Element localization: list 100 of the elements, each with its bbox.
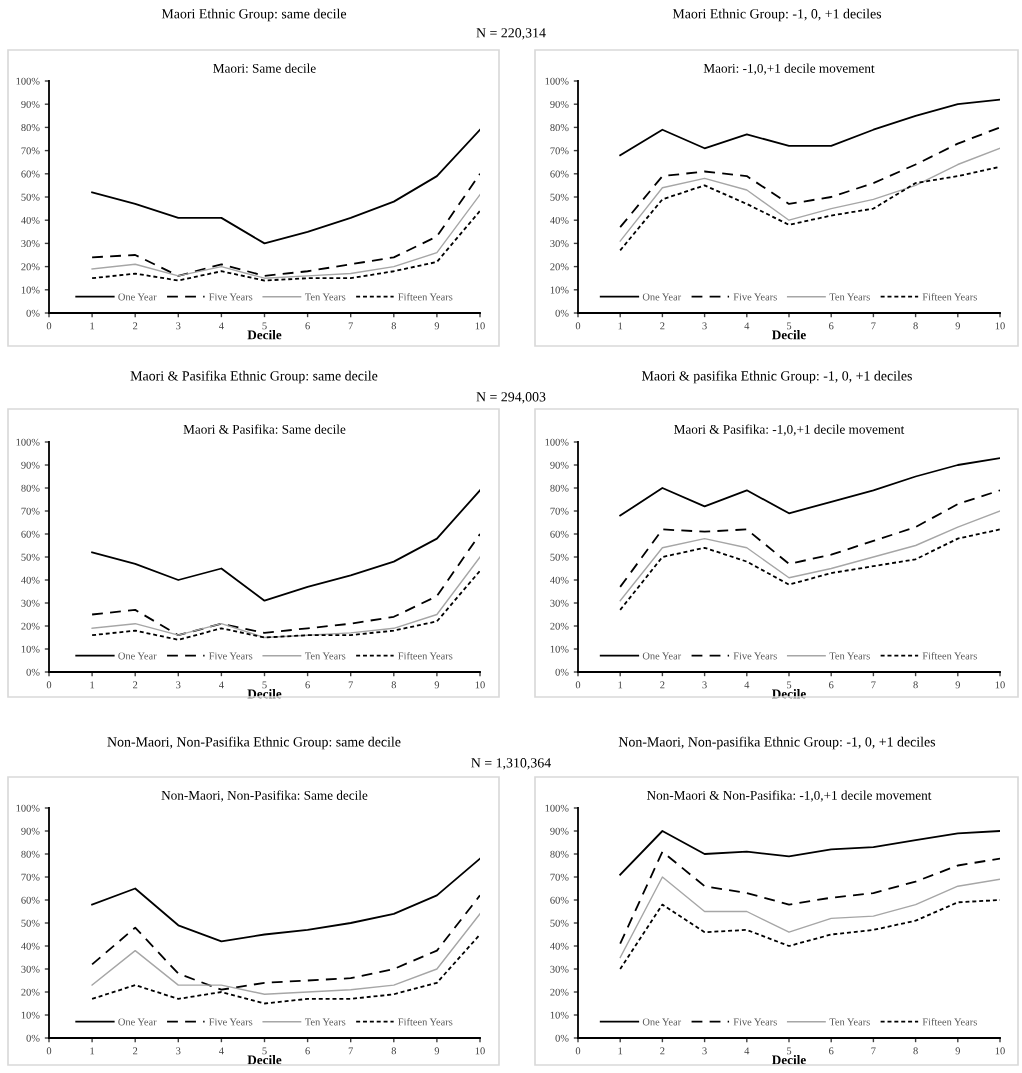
y-tick-label: 40% xyxy=(550,942,569,950)
x-tick-label: 5 xyxy=(262,681,267,689)
y-tick-label: 60% xyxy=(550,530,569,538)
x-tick-label: 7 xyxy=(348,322,353,330)
x-tick-label: 3 xyxy=(702,1047,707,1055)
line-series xyxy=(91,210,480,282)
y-tick-label: 30% xyxy=(550,599,569,607)
x-axis-title: Decile xyxy=(772,689,806,699)
x-axis-title: Decile xyxy=(247,330,282,340)
y-tick-label: 90% xyxy=(550,827,569,835)
text: Non-Maori, Non-pasifika Ethnic Group: -1, 0, +1 deciles xyxy=(618,736,936,750)
y-tick-label: 100% xyxy=(545,77,569,85)
x-tick-label: 9 xyxy=(434,681,440,689)
y-tick-label: 100% xyxy=(16,804,40,812)
line-series xyxy=(91,857,480,943)
text: Maori Ethnic Group: same decile xyxy=(161,8,347,22)
y-tick-label: 20% xyxy=(550,263,569,271)
x-tick-label: 4 xyxy=(744,1047,750,1055)
x-tick-label: 0 xyxy=(46,1047,52,1055)
x-tick-label: 8 xyxy=(391,322,397,330)
line-series xyxy=(619,876,1000,959)
x-tick-label: 7 xyxy=(348,1047,353,1055)
line-series xyxy=(91,193,480,279)
x-tick-label: 10 xyxy=(475,1047,485,1055)
y-tick-label: 0% xyxy=(26,309,40,317)
y-tick-label: 30% xyxy=(21,240,40,248)
x-tick-label: 3 xyxy=(702,322,707,330)
x-tick-label: 0 xyxy=(46,681,52,689)
legend-label: Ten Years xyxy=(304,652,346,660)
legend-label: Five Years xyxy=(209,1018,253,1026)
x-tick-label: 1 xyxy=(90,1047,95,1055)
x-tick-label: 1 xyxy=(618,1047,623,1055)
text: N = 1,310,364 xyxy=(471,758,551,770)
y-tick-label: 80% xyxy=(550,124,569,132)
y-tick-label: 20% xyxy=(21,622,40,630)
chart-title: Non-Maori, Non-Pasifika: Same decile xyxy=(161,790,368,802)
chart-title: Maori & Pasifika: Same decile xyxy=(183,424,346,434)
x-tick-label: 1 xyxy=(90,681,95,689)
text: Non-Maori, Non-Pasifika Ethnic Group: same decile xyxy=(107,736,401,750)
x-axis-title: Decile xyxy=(247,689,282,699)
x-tick-label: 8 xyxy=(913,322,918,330)
x-tick-label: 3 xyxy=(176,322,181,330)
legend-label: Ten Years xyxy=(829,293,870,301)
y-tick-label: 0% xyxy=(26,1034,40,1042)
y-tick-label: 90% xyxy=(21,461,40,469)
y-tick-label: 30% xyxy=(550,240,569,248)
x-tick-label: 2 xyxy=(660,681,665,689)
x-tick-label: 7 xyxy=(871,322,876,330)
legend-label: One Year xyxy=(118,1018,157,1026)
chart-title: Maori & Pasifika: -1,0,+1 decile movement xyxy=(674,424,905,436)
y-tick-label: 40% xyxy=(21,216,40,224)
y-tick-label: 10% xyxy=(21,645,40,653)
line-series xyxy=(619,98,1000,157)
x-axis-title: Decile xyxy=(772,330,806,340)
x-tick-label: 2 xyxy=(133,1047,138,1055)
legend-label: Five Years xyxy=(733,293,777,301)
chart-title: Maori: Same decile xyxy=(213,63,316,73)
x-tick-label: 5 xyxy=(262,1047,267,1055)
y-tick-label: 60% xyxy=(21,896,40,904)
x-tick-label: 7 xyxy=(871,681,876,689)
x-tick-label: 2 xyxy=(660,1047,665,1055)
x-tick-label: 6 xyxy=(305,1047,310,1055)
line-series xyxy=(619,165,1000,252)
x-tick-label: 3 xyxy=(702,681,707,689)
y-tick-label: 0% xyxy=(26,668,40,676)
y-tick-label: 70% xyxy=(21,873,40,881)
y-tick-label: 80% xyxy=(21,484,40,492)
y-tick-label: 90% xyxy=(21,827,40,835)
legend-label: One Year xyxy=(118,293,157,301)
y-tick-label: 40% xyxy=(550,216,569,224)
y-tick-label: 100% xyxy=(16,77,40,85)
line-series xyxy=(619,126,1000,229)
legend-label: Fifteen Years xyxy=(398,293,453,301)
legend-label: Five Years xyxy=(209,652,253,660)
line-series xyxy=(619,457,1000,517)
legend-label: Five Years xyxy=(209,293,253,301)
legend-label: One Year xyxy=(118,652,157,660)
x-tick-label: 2 xyxy=(133,681,138,689)
text: N = 294,003 xyxy=(476,392,546,404)
x-tick-label: 6 xyxy=(829,681,834,689)
legend-label: One Year xyxy=(642,1018,682,1026)
x-tick-label: 8 xyxy=(391,1047,397,1055)
line-series xyxy=(619,489,1000,588)
legend-label: Fifteen Years xyxy=(922,652,977,660)
y-tick-label: 60% xyxy=(21,170,40,178)
x-tick-label: 0 xyxy=(575,681,581,689)
y-tick-label: 50% xyxy=(550,193,569,201)
y-tick-label: 30% xyxy=(21,599,40,607)
y-tick-label: 50% xyxy=(21,193,40,201)
x-tick-label: 6 xyxy=(305,322,310,330)
y-tick-label: 10% xyxy=(21,1011,40,1019)
line-series xyxy=(91,569,480,641)
x-tick-label: 8 xyxy=(391,681,397,689)
legend-label: Ten Years xyxy=(829,652,870,660)
y-tick-label: 10% xyxy=(550,645,569,653)
y-tick-label: 30% xyxy=(550,965,569,973)
legend-label: Fifteen Years xyxy=(922,293,977,301)
x-tick-label: 3 xyxy=(176,681,181,689)
y-tick-label: 50% xyxy=(550,919,569,927)
legend-label: Five Years xyxy=(733,652,777,660)
